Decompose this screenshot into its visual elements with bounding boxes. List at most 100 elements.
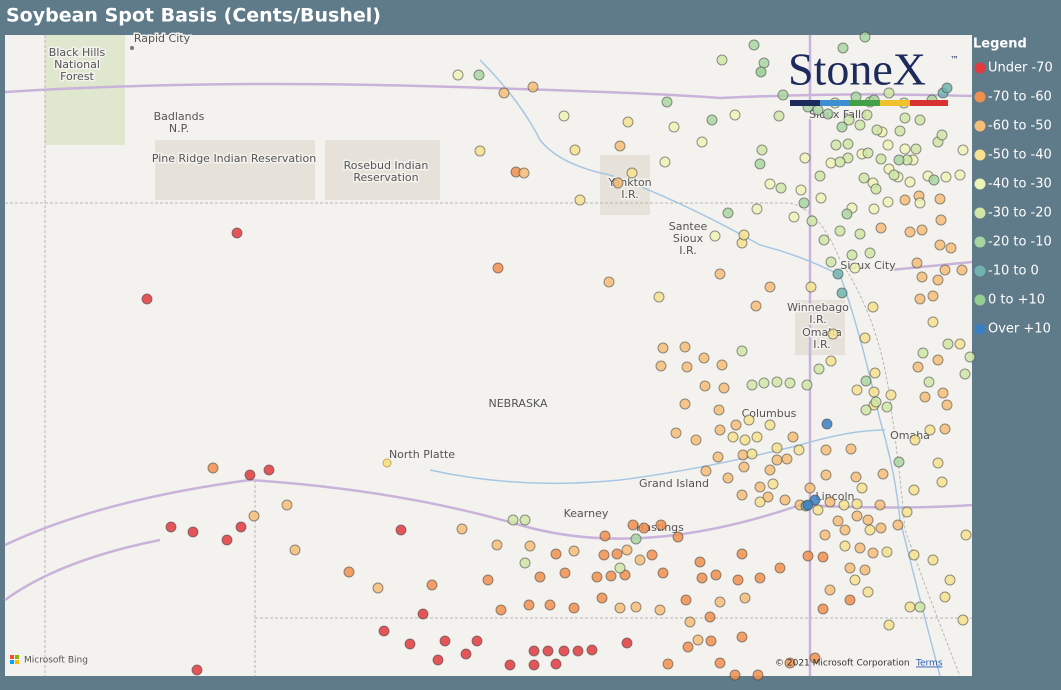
location-marker [614, 562, 626, 574]
location-marker [709, 230, 721, 242]
location-marker [860, 404, 872, 416]
location-marker [854, 119, 866, 131]
location-marker [736, 548, 748, 560]
location-marker [914, 293, 926, 305]
location-marker [519, 557, 531, 569]
location-marker [837, 42, 849, 54]
location-marker [869, 367, 881, 379]
location-marker [696, 572, 708, 584]
location-marker [799, 152, 811, 164]
ms-logo [15, 655, 19, 659]
location-marker [849, 574, 861, 586]
place-label: Pine Ridge Indian Reservation [152, 152, 316, 165]
ms-logo [10, 660, 14, 664]
location-marker [746, 379, 758, 391]
location-marker [523, 599, 535, 611]
location-marker [221, 534, 233, 546]
location-marker [662, 658, 674, 670]
place-label: Reservation [353, 171, 418, 184]
location-marker [845, 443, 857, 455]
location-marker [813, 363, 825, 375]
location-marker [927, 290, 939, 302]
provider: Microsoft Bing [24, 656, 88, 666]
location-marker [764, 281, 776, 293]
location-marker [854, 228, 866, 240]
place-label: Sioux City [840, 259, 896, 272]
legend-swatch [974, 323, 986, 335]
location-marker [568, 602, 580, 614]
location-marker [825, 256, 837, 268]
location-marker [812, 104, 824, 116]
place-label: Badlands [154, 110, 205, 123]
location-marker [460, 648, 472, 660]
location-marker [657, 342, 669, 354]
location-marker [426, 579, 438, 591]
location-marker [881, 401, 893, 413]
location-marker [804, 482, 816, 494]
logo-text: StoneX [788, 44, 926, 95]
location-marker [574, 194, 586, 206]
location-marker [832, 515, 844, 527]
location-marker [684, 616, 696, 628]
location-marker [937, 387, 949, 399]
location-marker [904, 176, 916, 188]
location-marker [739, 592, 751, 604]
location-marker [867, 301, 879, 313]
location-marker [680, 594, 692, 606]
location-marker [692, 634, 704, 646]
location-marker [748, 39, 760, 51]
legend-swatch [974, 265, 986, 277]
location-marker [881, 546, 893, 558]
terms-link[interactable]: Terms [915, 659, 943, 669]
location-marker [817, 603, 829, 615]
location-marker [868, 386, 880, 398]
place-label: Santee [669, 220, 708, 233]
location-marker [495, 604, 507, 616]
location-marker [859, 332, 871, 344]
logo: StoneX ™ [788, 44, 959, 106]
location-marker [927, 316, 939, 328]
legend-label: -20 to -10 [988, 235, 1052, 250]
location-marker [883, 87, 895, 99]
location-marker [818, 234, 830, 246]
location-marker [788, 211, 800, 223]
location-marker [781, 453, 793, 465]
location-marker [289, 544, 301, 556]
location-marker [572, 645, 584, 657]
location-marker [875, 153, 887, 165]
location-marker [679, 341, 691, 353]
ms-logo [10, 655, 14, 659]
location-marker [843, 114, 855, 126]
location-marker [750, 300, 762, 312]
map [4, 35, 973, 677]
location-marker [705, 635, 717, 647]
legend-swatch [974, 149, 986, 161]
logo-bar [850, 100, 880, 106]
location-marker [471, 635, 483, 647]
location-marker [755, 66, 767, 78]
location-marker [888, 169, 900, 181]
location-marker [634, 554, 646, 566]
location-marker [737, 449, 749, 461]
reservation-area [795, 300, 845, 355]
location-marker [713, 404, 725, 416]
place-label: Kearney [564, 507, 609, 520]
legend-swatch [974, 62, 986, 74]
location-marker [655, 360, 667, 372]
location-marker [901, 506, 913, 518]
city-dot [382, 458, 392, 468]
location-marker [945, 242, 957, 254]
location-marker [756, 144, 768, 156]
location-marker [569, 144, 581, 156]
location-marker [762, 491, 774, 503]
location-marker [836, 121, 848, 133]
location-marker [558, 110, 570, 122]
location-marker [710, 569, 722, 581]
attribution: Microsoft Bing © 2021 Microsoft Corporat… [10, 655, 943, 669]
location-marker [923, 376, 935, 388]
location-marker [659, 156, 671, 168]
location-marker [694, 556, 706, 568]
location-marker [820, 469, 832, 481]
